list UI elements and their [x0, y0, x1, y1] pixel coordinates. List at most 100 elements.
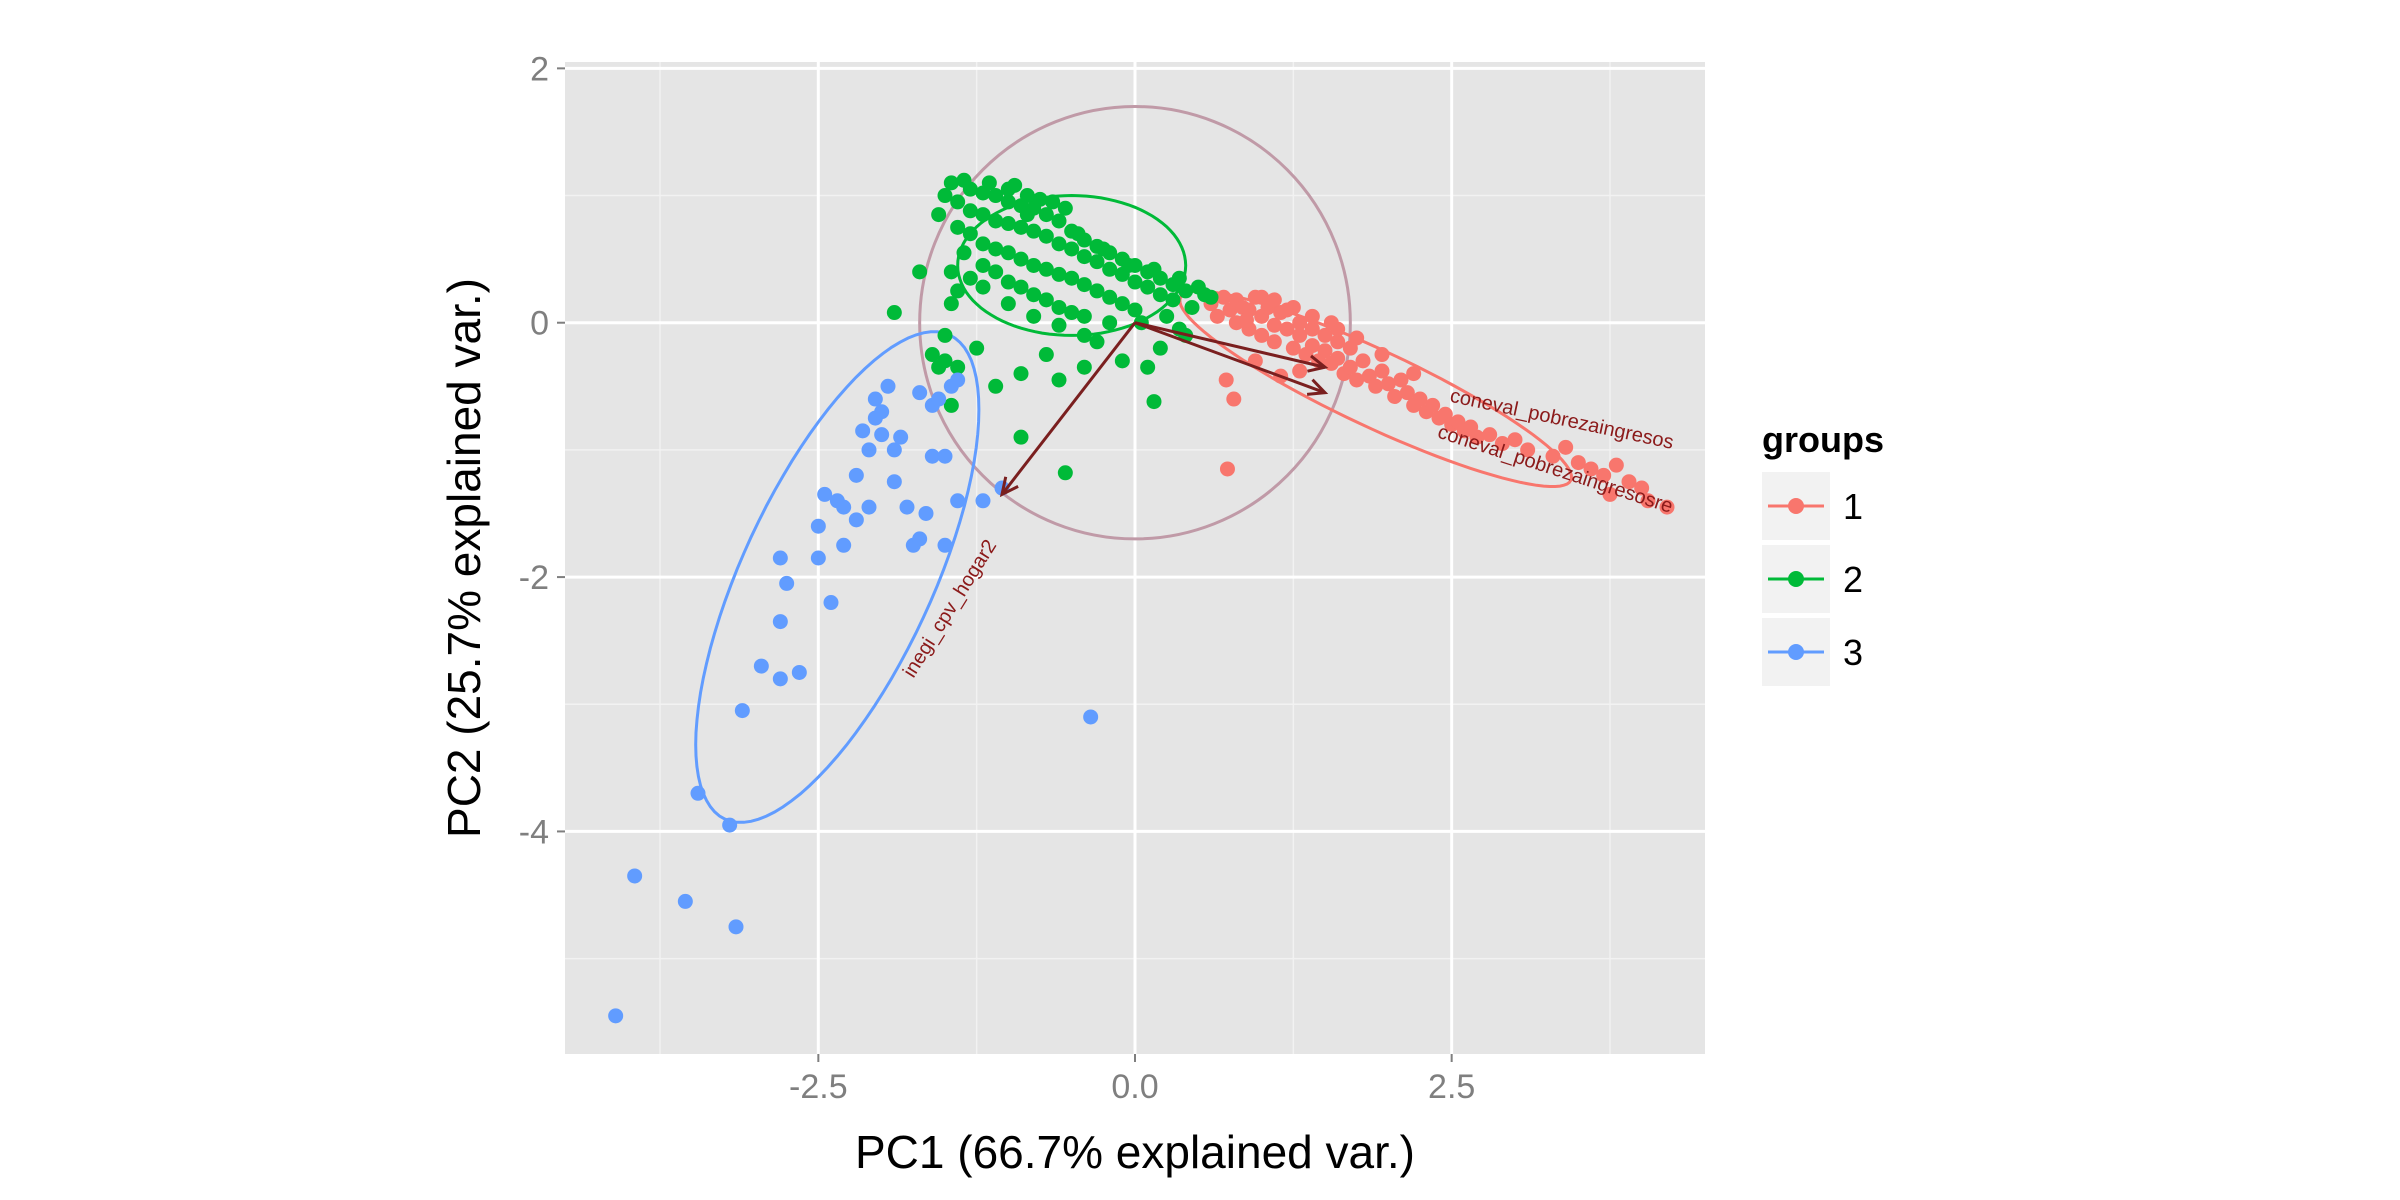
data-point-group-3 — [886, 474, 902, 490]
data-point-group-3 — [677, 893, 693, 909]
x-axis-title: PC1 (66.7% explained var.) — [855, 1126, 1415, 1178]
data-point-group-2 — [1000, 245, 1016, 261]
ellipse-layer — [694, 105, 1574, 824]
data-point-group-1 — [1279, 321, 1295, 337]
data-point-group-1 — [1602, 486, 1618, 502]
data-point-group-2 — [1095, 241, 1111, 257]
data-point-group-1 — [1266, 292, 1282, 308]
data-point-group-2 — [1026, 257, 1042, 273]
data-point-group-2 — [1159, 308, 1175, 324]
data-point-group-3 — [899, 499, 915, 515]
data-point-group-3 — [817, 486, 833, 502]
data-point-group-3 — [924, 448, 940, 464]
data-point-group-2 — [912, 264, 928, 280]
y-tick-label: 2 — [530, 50, 549, 88]
data-point-group-2 — [1146, 394, 1162, 410]
data-point-group-2 — [1089, 334, 1105, 350]
data-point-group-3 — [975, 493, 991, 509]
data-point-group-3 — [753, 658, 769, 674]
data-point-group-3 — [912, 531, 928, 547]
data-point-group-2 — [1038, 292, 1054, 308]
data-point-group-2 — [988, 264, 1004, 280]
data-point-group-2 — [1038, 207, 1054, 223]
data-point-group-1 — [1596, 467, 1612, 483]
data-point-group-2 — [1000, 274, 1016, 290]
data-point-group-1 — [1219, 461, 1235, 477]
data-point-group-2 — [1032, 191, 1048, 207]
data-point-group-3 — [937, 537, 953, 553]
data-point-group-2 — [1076, 249, 1092, 265]
data-point-group-2 — [1064, 305, 1080, 321]
data-point-group-1 — [1393, 372, 1409, 388]
data-point-group-3 — [918, 505, 934, 521]
data-point-group-2 — [1026, 308, 1042, 324]
data-point-group-2 — [943, 175, 959, 191]
data-point-group-3 — [874, 427, 890, 443]
data-point-group-3 — [874, 404, 890, 420]
data-point-group-2 — [1057, 200, 1073, 216]
data-point-group-2 — [1057, 465, 1073, 481]
data-point-group-1 — [1399, 385, 1415, 401]
data-point-group-2 — [1121, 257, 1137, 273]
data-point-group-2 — [1140, 279, 1156, 295]
data-point-group-3 — [791, 664, 807, 680]
data-point-group-3 — [893, 429, 909, 445]
data-point-group-2 — [1190, 279, 1206, 295]
legend-point-3 — [1788, 644, 1804, 660]
y-tick-label: 0 — [530, 305, 549, 343]
data-point-group-1 — [1266, 317, 1282, 333]
data-point-group-2 — [1184, 299, 1200, 315]
data-point-group-1 — [1330, 350, 1346, 366]
correlation-circle — [918, 105, 1352, 541]
data-point-group-1 — [1292, 363, 1308, 379]
data-point-group-3 — [867, 391, 883, 407]
data-point-group-2 — [1038, 261, 1054, 277]
data-point-group-2 — [988, 188, 1004, 204]
loading-arrowhead-inegi_cpv_hogar2 — [999, 476, 1019, 498]
data-point-group-1 — [1387, 388, 1403, 404]
data-point-group-1 — [1406, 366, 1422, 382]
y-tick-label: -2 — [519, 559, 549, 597]
data-point-group-1 — [1482, 427, 1498, 443]
data-point-group-2 — [1152, 287, 1168, 303]
loading-arrow-inegi_cpv_hogar2 — [1000, 321, 1137, 496]
data-point-group-2 — [1089, 283, 1105, 299]
data-point-group-3 — [690, 785, 706, 801]
data-point-group-2 — [1026, 223, 1042, 239]
data-point-group-2 — [1051, 317, 1067, 333]
data-point-group-1 — [1254, 327, 1270, 343]
loading-arrowhead-coneval_pobrezaingresos — [1307, 354, 1329, 373]
data-point-group-2 — [943, 296, 959, 312]
data-point-group-1 — [1317, 343, 1333, 359]
data-point-group-1 — [1570, 455, 1586, 471]
data-point-group-2 — [931, 207, 947, 223]
axes: -2.5 0.0 2.5 2 0 -2 -4 — [519, 50, 1476, 1106]
data-point-group-1 — [1317, 327, 1333, 343]
data-point-group-2 — [1051, 372, 1067, 388]
data-point-group-2 — [975, 279, 991, 295]
data-point-group-2 — [1026, 287, 1042, 303]
y-axis-title: PC2 (25.7% explained var.) — [438, 278, 490, 838]
data-point-group-1 — [1520, 442, 1536, 458]
data-point-group-2 — [937, 188, 953, 204]
data-point-group-1 — [1380, 376, 1396, 392]
data-point-group-2 — [1165, 292, 1181, 308]
data-point-group-1 — [1640, 493, 1656, 509]
data-point-group-1 — [1285, 340, 1301, 356]
data-point-group-3 — [608, 1008, 624, 1024]
data-point-group-2 — [1013, 366, 1029, 382]
data-point-group-2 — [962, 181, 978, 197]
data-point-group-2 — [886, 305, 902, 321]
data-point-group-1 — [1292, 315, 1308, 331]
loading-arrowhead-coneval_pobrezaingresosre — [1306, 378, 1329, 396]
data-point-group-2 — [956, 245, 972, 261]
data-point-group-2 — [1152, 340, 1168, 356]
data-point-group-2 — [1203, 289, 1219, 305]
data-point-group-2 — [937, 327, 953, 343]
group-ellipse-3 — [694, 330, 981, 824]
data-point-group-1 — [1304, 321, 1320, 337]
data-point-group-2 — [969, 340, 985, 356]
data-point-group-2 — [950, 359, 966, 375]
data-point-group-2 — [1127, 302, 1143, 318]
